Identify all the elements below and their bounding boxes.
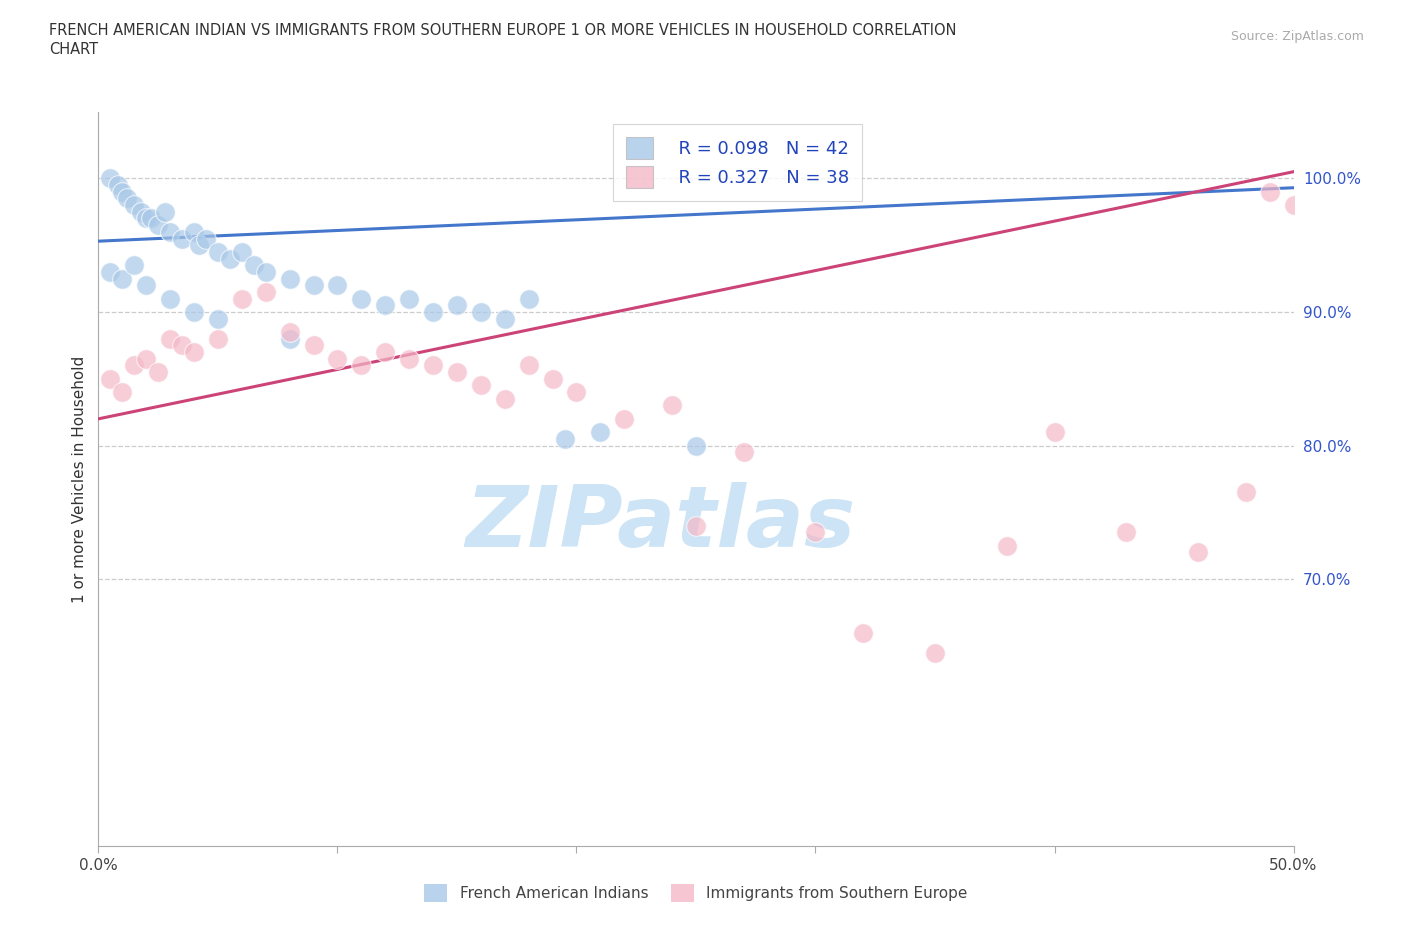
Point [131,205,153,219]
Point [350,358,373,373]
Legend: French American Indians, Immigrants from Southern Europe: French American Indians, Immigrants from… [418,878,974,909]
Point [135,278,157,293]
Point [1187,545,1209,560]
Point [733,445,755,459]
Point [470,378,492,392]
Point [398,291,420,306]
Point [804,525,827,539]
Point [278,331,301,346]
Point [852,625,875,640]
Point [159,331,181,346]
Point [135,211,157,226]
Point [374,345,396,360]
Point [148,365,170,379]
Point [98,371,122,386]
Point [172,231,194,246]
Point [589,425,612,440]
Point [541,371,564,386]
Point [207,245,229,259]
Point [183,224,205,239]
Point [159,291,181,306]
Point [111,385,134,400]
Text: CHART: CHART [49,42,98,57]
Point [172,338,194,352]
Point [107,178,129,193]
Point [685,438,707,453]
Point [470,304,492,319]
Point [139,211,162,226]
Point [517,291,540,306]
Point [446,298,468,312]
Point [254,264,277,279]
Point [613,411,636,426]
Point [183,304,205,319]
Point [194,231,218,246]
Point [398,352,420,366]
Point [243,258,266,272]
Point [111,272,134,286]
Point [494,392,516,406]
Point [685,518,707,533]
Point [924,645,946,660]
Point [159,224,181,239]
Point [98,264,122,279]
Point [422,304,444,319]
Point [278,272,301,286]
Point [254,285,277,299]
Point [98,171,122,186]
Point [565,385,588,400]
Point [124,258,146,272]
Point [124,358,146,373]
Point [115,191,138,206]
Text: FRENCH AMERICAN INDIAN VS IMMIGRANTS FROM SOUTHERN EUROPE 1 OR MORE VEHICLES IN : FRENCH AMERICAN INDIAN VS IMMIGRANTS FRO… [49,23,956,38]
Text: Source: ZipAtlas.com: Source: ZipAtlas.com [1230,30,1364,43]
Point [1282,198,1305,213]
Point [148,218,170,232]
Point [302,338,325,352]
Y-axis label: 1 or more Vehicles in Household: 1 or more Vehicles in Household [72,355,87,603]
Point [302,278,325,293]
Point [231,291,253,306]
Point [1115,525,1137,539]
Point [446,365,468,379]
Point [422,358,444,373]
Point [661,398,683,413]
Point [1234,485,1257,499]
Point [326,278,349,293]
Point [231,245,253,259]
Point [111,184,134,199]
Point [995,538,1018,553]
Point [207,331,229,346]
Point [124,198,146,213]
Point [517,358,540,373]
Point [219,251,242,266]
Point [326,352,349,366]
Point [374,298,396,312]
Point [494,312,516,326]
Point [278,325,301,339]
Point [1043,425,1066,440]
Point [135,352,157,366]
Point [155,205,177,219]
Point [187,238,209,253]
Point [207,312,229,326]
Point [350,291,373,306]
Point [1258,184,1281,199]
Text: ZIPatlas: ZIPatlas [465,482,855,565]
Point [554,432,576,446]
Point [183,345,205,360]
